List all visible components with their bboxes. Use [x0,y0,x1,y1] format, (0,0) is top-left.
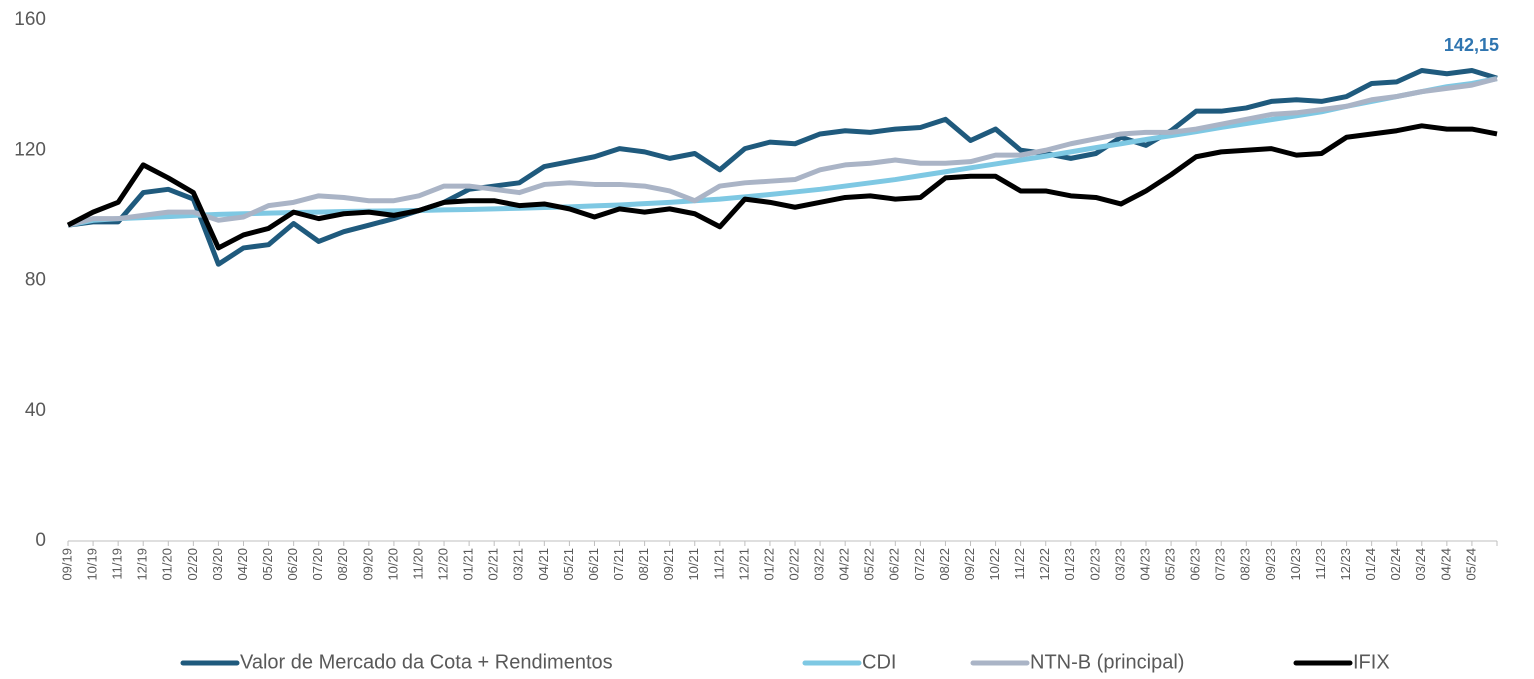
y-tick-label: 0 [35,530,46,551]
x-tick-label: 06/23 [1188,548,1203,581]
y-tick-label: 80 [25,270,46,291]
x-tick-label: 11/23 [1313,548,1328,580]
y-tick-label: 120 [14,139,46,160]
legend-label: NTN-B (principal) [1030,651,1184,673]
y-tick-label: 40 [25,400,46,421]
x-tick-label: 06/21 [586,548,601,581]
x-tick-label: 09/21 [661,548,676,581]
x-tick-label: 01/21 [461,548,476,581]
x-tick-label: 08/20 [335,548,350,581]
x-tick-label: 07/23 [1213,548,1228,581]
x-tick-label: 02/20 [185,548,200,581]
x-tick-label: 01/24 [1363,548,1378,581]
series-line [67,76,1498,228]
x-tick-label: 08/21 [636,548,651,581]
x-tick-label: 11/21 [711,548,726,580]
x-tick-label: 11/22 [1012,548,1027,580]
x-tick-label: 02/23 [1087,548,1102,581]
x-tick-label: 06/22 [887,548,902,581]
x-tick-label: 10/20 [385,548,400,581]
x-tick-label: 09/22 [962,548,977,581]
x-tick-label: 02/24 [1388,548,1403,581]
x-tick-label: 01/22 [761,548,776,581]
x-tick-label: 11/20 [410,548,425,580]
series-line [67,76,1498,228]
x-tick-label: 03/21 [511,548,526,581]
legend-label: IFIX [1353,651,1390,673]
x-tick-label: 12/19 [135,548,150,581]
x-tick-label: 12/20 [435,548,450,581]
x-tick-label: 08/22 [937,548,952,581]
y-tick-label: 160 [14,9,46,30]
x-tick-label: 10/21 [686,548,701,581]
x-tick-label: 02/21 [486,548,501,581]
x-tick-label: 10/23 [1288,548,1303,581]
x-tick-label: 03/20 [210,548,225,581]
x-tick-label: 09/19 [59,548,74,581]
x-tick-label: 05/22 [862,548,877,581]
annotation: 142,15 [1444,35,1499,55]
x-tick-label: 01/20 [160,548,175,581]
x-tick-label: 10/19 [85,548,100,581]
x-tick-label: 04/20 [235,548,250,581]
x-tick-label: 07/21 [611,548,626,581]
x-tick-label: 05/23 [1163,548,1178,581]
x-tick-label: 06/20 [285,548,300,581]
x-tick-label: 07/20 [310,548,325,581]
series-line [66,123,1498,251]
series-line [67,67,1498,267]
x-tick-label: 10/22 [987,548,1002,581]
x-tick-label: 02/22 [786,548,801,581]
x-tick-label: 04/22 [837,548,852,581]
x-tick-label: 03/23 [1112,548,1127,581]
legend-label: Valor de Mercado da Cota + Rendimentos [240,651,613,673]
x-tick-label: 01/23 [1062,548,1077,581]
x-tick-label: 12/22 [1037,548,1052,581]
x-tick-label: 08/23 [1238,548,1253,581]
x-tick-label: 09/20 [360,548,375,581]
x-tick-label: 05/20 [260,548,275,581]
legend-label: CDI [862,651,896,673]
x-tick-label: 03/22 [812,548,827,581]
x-tick-label: 11/19 [110,548,125,580]
x-tick-label: 05/21 [561,548,576,581]
x-tick-label: 04/24 [1438,548,1453,581]
x-tick-label: 07/22 [912,548,927,581]
x-tick-label: 05/24 [1463,548,1478,581]
x-tick-label: 12/21 [736,548,751,581]
x-tick-label: 09/23 [1263,548,1278,581]
x-tick-label: 03/24 [1413,548,1428,581]
x-tick-label: 04/23 [1137,548,1152,581]
x-tick-label: 04/21 [536,548,551,581]
x-tick-label: 12/23 [1338,548,1353,581]
